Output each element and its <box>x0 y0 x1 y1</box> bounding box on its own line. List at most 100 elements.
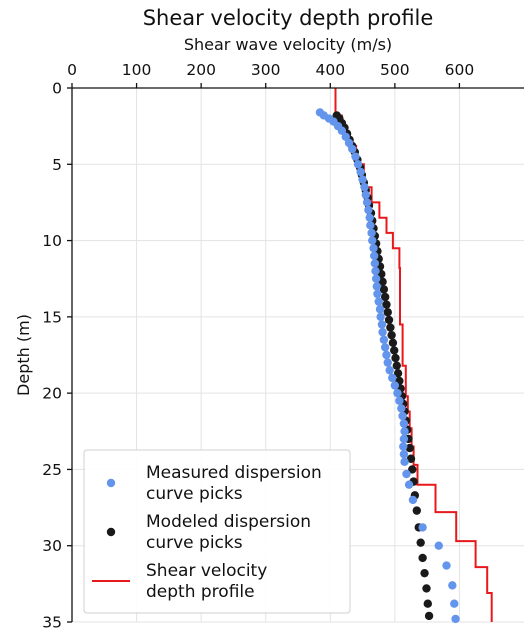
x-tick-label: 300 <box>251 61 281 79</box>
measured-point <box>366 221 375 230</box>
measured-point <box>378 327 387 337</box>
modeled-point <box>416 538 425 547</box>
y-tick-label: 0 <box>52 80 62 98</box>
modeled-point <box>412 506 422 515</box>
y-tick-label: 5 <box>52 156 62 174</box>
measured-point <box>371 274 381 283</box>
measured-point <box>369 251 379 261</box>
measured-point <box>442 561 451 570</box>
modeled-point <box>388 338 398 347</box>
y-tick-label: 20 <box>42 385 62 403</box>
measured-point <box>379 335 389 344</box>
measured-point <box>398 411 407 421</box>
modeled-point <box>418 553 427 563</box>
legend-label: Shear velocity <box>146 561 267 581</box>
measured-point <box>400 457 409 466</box>
measured-point <box>377 320 387 329</box>
measured-point <box>353 160 363 169</box>
modeled-point <box>378 277 387 286</box>
legend-marker <box>106 478 116 488</box>
measured-point <box>374 297 383 306</box>
legend-label: depth profile <box>146 582 255 602</box>
modeled-point <box>422 584 431 593</box>
measured-point <box>385 366 394 375</box>
chart-title: Shear velocity depth profile <box>143 6 434 30</box>
measured-point <box>361 190 370 199</box>
modeled-point <box>386 323 395 332</box>
measured-point <box>375 305 385 314</box>
measured-point <box>390 381 400 390</box>
measured-point <box>399 449 409 459</box>
measured-point <box>399 419 409 428</box>
measured-point <box>369 244 378 253</box>
modeled-point <box>384 315 394 325</box>
measured-point <box>370 259 380 268</box>
measured-point <box>399 434 409 444</box>
measured-point <box>400 427 409 436</box>
modeled-point <box>379 285 389 294</box>
measured-point <box>399 442 408 451</box>
y-tick-label: 10 <box>42 232 62 250</box>
modeled-point <box>406 454 416 463</box>
measured-point <box>358 175 367 184</box>
measured-point <box>380 343 390 352</box>
modeled-point <box>405 443 414 453</box>
measured-point <box>450 599 459 608</box>
y-tick-label: 25 <box>42 461 62 479</box>
x-tick-label: 400 <box>315 61 345 79</box>
x-tick-label: 600 <box>445 61 475 79</box>
measured-point <box>376 312 385 322</box>
measured-point <box>408 495 418 505</box>
y-tick-label: 35 <box>42 614 62 632</box>
measured-picks-series <box>315 108 460 624</box>
modeled-point <box>392 361 401 370</box>
x-tick-label: 0 <box>67 61 77 79</box>
measured-point <box>397 404 406 413</box>
y-axis-label: Depth (m) <box>14 314 33 396</box>
modeled-point <box>393 369 403 378</box>
modeled-point <box>420 568 429 578</box>
measured-point <box>395 396 404 405</box>
measured-point <box>448 581 457 590</box>
measured-point <box>371 266 380 276</box>
modeled-point <box>383 308 392 317</box>
measured-point <box>360 182 369 192</box>
x-tick-label: 500 <box>380 61 410 79</box>
measured-point <box>373 289 382 299</box>
measured-point <box>382 350 391 360</box>
modeled-point <box>380 292 390 302</box>
legend-label: curve picks <box>146 533 243 553</box>
legend-label: Modeled dispersion <box>146 512 311 532</box>
y-tick-label: 15 <box>42 308 62 326</box>
x-axis-label: Shear wave velocity (m/s) <box>184 35 392 54</box>
measured-point <box>404 480 414 489</box>
measured-point <box>364 205 373 215</box>
modeled-point <box>387 330 396 340</box>
modeled-point <box>391 353 400 363</box>
legend-box <box>83 449 351 614</box>
legend-label: curve picks <box>146 484 243 504</box>
measured-point <box>348 144 357 154</box>
measured-point <box>368 236 377 245</box>
measured-point <box>356 167 365 177</box>
modeled-point <box>408 465 417 474</box>
measured-point <box>372 282 381 291</box>
measured-point <box>434 541 443 550</box>
modeled-point <box>424 611 434 621</box>
measured-point <box>367 228 376 238</box>
measured-point <box>365 213 374 222</box>
measured-point <box>351 152 360 161</box>
modeled-point <box>390 346 399 355</box>
measured-point <box>402 469 411 479</box>
legend-label: Measured dispersion <box>146 463 322 483</box>
measured-point <box>362 198 372 207</box>
x-tick-label: 200 <box>186 61 216 79</box>
modeled-point <box>382 300 391 309</box>
modeled-point <box>423 599 432 608</box>
measured-point <box>388 373 397 383</box>
legend-marker <box>106 527 116 537</box>
measured-point <box>451 614 460 624</box>
measured-point <box>418 523 427 532</box>
